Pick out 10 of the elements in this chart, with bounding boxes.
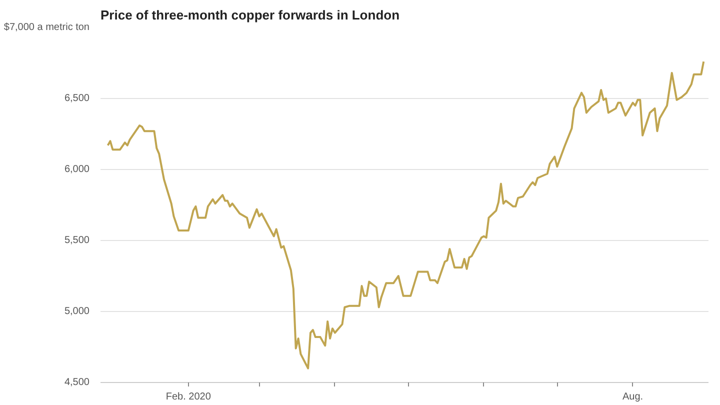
x-tick-label: Feb. 2020 [166, 392, 212, 402]
chart-title: Price of three-month copper forwards in London [100, 8, 400, 22]
y-tick-label: 4,500 [64, 377, 90, 388]
x-tick-label: Aug. [622, 392, 644, 402]
line-series [106, 60, 705, 370]
y-tick-label: 6,000 [64, 164, 90, 175]
y-tick-label: 5,500 [64, 235, 90, 246]
y-tick-label: $7,000 a metric ton [4, 22, 90, 33]
y-tick-label: 5,000 [64, 306, 90, 317]
y-tick-label: 6,500 [64, 93, 90, 104]
